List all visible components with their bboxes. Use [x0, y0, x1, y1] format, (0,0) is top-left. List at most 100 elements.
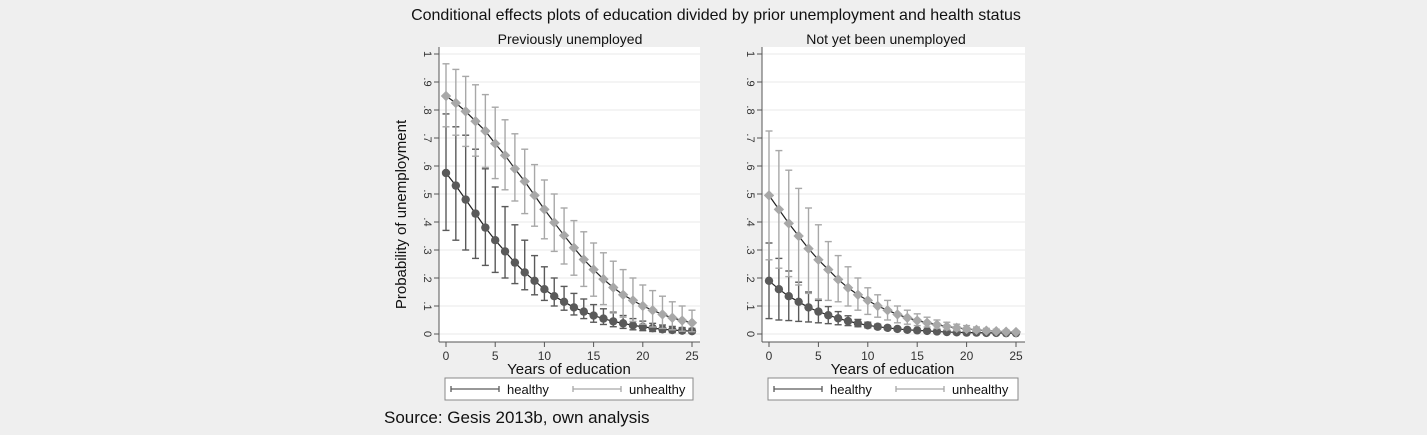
data-point [853, 319, 863, 328]
legend-box [444, 377, 694, 401]
x-tick-label: 25 [685, 349, 699, 363]
legend: healthy unhealthy [767, 377, 1019, 401]
data-point [931, 319, 943, 330]
data-point [440, 90, 452, 102]
y-tick-label: .1 [421, 301, 433, 310]
x-tick-label: 15 [911, 349, 925, 363]
data-point [873, 322, 882, 331]
data-point [843, 316, 853, 326]
data-point [991, 326, 1002, 337]
source-note: Source: Gesis 2013b, own analysis [384, 408, 650, 427]
data-point [608, 282, 619, 293]
data-point [813, 254, 824, 265]
data-point [814, 307, 823, 316]
data-point [530, 276, 539, 285]
data-point [480, 125, 491, 137]
data-point [539, 204, 550, 215]
data-point [441, 168, 451, 178]
y-tick-label: .9 [421, 77, 433, 86]
data-point [637, 300, 648, 312]
data-point [450, 97, 462, 109]
x-tick-label: 15 [587, 349, 601, 363]
data-point [500, 247, 510, 256]
y-tick-label: .6 [744, 161, 756, 170]
y-tick-label: .4 [421, 217, 433, 226]
y-tick-label: .7 [421, 133, 433, 142]
legend-box [767, 377, 1019, 401]
data-point [803, 243, 814, 254]
legend-label-healthy: healthy [830, 382, 872, 397]
data-point [893, 324, 902, 334]
y-tick-label: 1 [744, 51, 756, 57]
data-point [598, 273, 609, 285]
data-point [902, 312, 913, 323]
data-point [520, 268, 529, 277]
data-point [913, 326, 922, 335]
y-tick-label: .2 [421, 273, 433, 282]
data-point [892, 309, 903, 320]
data-point [579, 307, 588, 316]
y-tick-label: .4 [744, 217, 756, 226]
y-tick-label: .1 [744, 301, 756, 310]
y-tick-label: 0 [744, 331, 756, 337]
series-unhealthy [763, 130, 1022, 338]
data-point [676, 315, 688, 326]
data-point [903, 325, 912, 334]
data-point [569, 303, 579, 312]
panel-previously-unemployed: 0.1.2.3.4.5.6.7.8.910 5 10 15 20 25Previously… [393, 31, 700, 401]
legend-label-unhealthy: unhealthy [952, 382, 1009, 397]
data-point [883, 323, 892, 333]
data-point [784, 292, 793, 301]
data-point [578, 254, 589, 265]
data-point [491, 236, 500, 245]
data-point [470, 116, 481, 127]
y-tick-label: 1 [421, 51, 433, 57]
figure-title: Conditional effects plots of education d… [411, 7, 1021, 24]
data-point [588, 264, 599, 275]
data-point [509, 163, 521, 174]
data-point [589, 311, 598, 320]
legend-label-healthy: healthy [507, 382, 549, 397]
panel-title: Not yet been unemployed [806, 31, 966, 47]
y-tick-label: .9 [744, 77, 756, 86]
x-tick-label: 25 [1009, 349, 1023, 363]
data-point [912, 315, 923, 326]
data-point [941, 321, 953, 332]
y-tick-label: .7 [744, 133, 756, 142]
data-point [1010, 326, 1022, 338]
data-point [617, 289, 629, 300]
data-point [657, 309, 668, 320]
data-point [609, 317, 618, 326]
data-point [773, 204, 785, 215]
panel-title: Previously unemployed [498, 31, 643, 47]
data-point [559, 297, 569, 306]
x-tick-label: 0 [443, 349, 450, 363]
data-point [519, 176, 530, 187]
data-point [627, 295, 639, 306]
data-point [550, 292, 559, 301]
x-tick-label: 5 [492, 349, 499, 363]
data-point [981, 325, 992, 336]
x-tick-label: 20 [636, 349, 650, 363]
data-point [658, 325, 667, 334]
y-tick-label: .8 [421, 105, 433, 114]
y-tick-label: .5 [744, 189, 756, 198]
data-point [793, 230, 804, 242]
y-tick-label: .8 [744, 105, 756, 114]
x-tick-label: 5 [815, 349, 822, 363]
x-axis-label: Years of education [831, 361, 955, 378]
data-point [833, 314, 843, 323]
data-point [863, 321, 872, 330]
data-point [922, 326, 932, 336]
x-axis-label: Years of education [507, 361, 631, 378]
data-point [648, 323, 657, 333]
data-point [599, 314, 608, 323]
data-point [961, 323, 972, 335]
data-point [510, 258, 520, 267]
data-point [490, 138, 501, 149]
legend-label-unhealthy: unhealthy [629, 382, 686, 397]
data-point [471, 209, 480, 218]
data-point [824, 311, 833, 320]
